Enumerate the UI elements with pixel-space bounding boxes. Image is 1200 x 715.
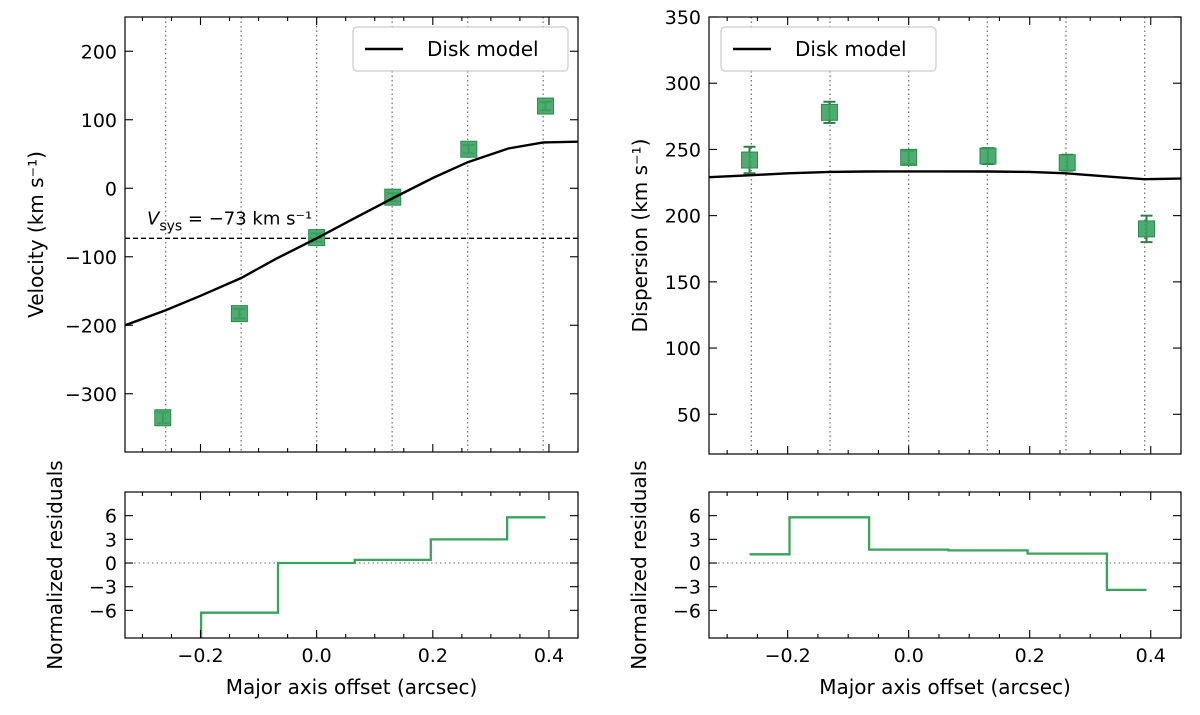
data-point [820, 100, 838, 124]
x-axis-label: Major axis offset (arcsec) [819, 675, 1071, 699]
vsys-label-rest: = −73 km s⁻¹ [182, 208, 312, 229]
x-tick-label: 0.4 [534, 645, 564, 667]
y-tick-label: 50 [677, 404, 701, 426]
y-tick-label: −3 [673, 577, 701, 599]
y-axis-label: Normalized residuals [43, 460, 67, 669]
axes-frame [124, 16, 579, 453]
plot-area [709, 516, 1181, 592]
residual-step [749, 516, 1147, 592]
x-tick-label: 0.0 [894, 645, 924, 667]
y-tick-label: 6 [689, 506, 701, 528]
data-marker [900, 148, 918, 166]
axes-frame [708, 491, 1182, 639]
y-tick-label: 0 [105, 178, 117, 200]
legend: Disk model [720, 26, 937, 72]
data-point [741, 145, 759, 175]
vsys-label: Vsys = −73 km s⁻¹ [147, 208, 312, 234]
x-tick-label: 0.2 [1015, 645, 1045, 667]
data-marker [820, 103, 838, 121]
y-tick-label: −100 [65, 247, 117, 269]
data-point [1138, 214, 1156, 244]
x-tick-label: 0.0 [302, 645, 332, 667]
legend-box [720, 26, 937, 72]
x-tick-label: 0.4 [1136, 645, 1166, 667]
y-tick-label: 150 [665, 272, 701, 294]
y-tick-label: 200 [665, 206, 701, 228]
data-marker [536, 97, 554, 115]
y-tick-label: −300 [65, 384, 117, 406]
model-line [709, 170, 1181, 181]
data-point [230, 305, 248, 323]
data-marker [460, 140, 478, 158]
data-marker [154, 409, 172, 427]
y-tick-label: 0 [689, 553, 701, 575]
panel-velocity: Vsys = −73 km s⁻¹ −300 −200 −100 0 100 200 Velo… [24, 16, 579, 453]
y-tick-label: −6 [89, 600, 117, 622]
data-marker [1058, 154, 1076, 172]
legend-box [352, 26, 569, 72]
data-point [900, 148, 918, 166]
y-tick-label: 6 [105, 506, 117, 528]
y-tick-label: 3 [105, 529, 117, 551]
y-tick-label: 200 [81, 41, 117, 63]
vsys-label-main: V [147, 208, 161, 229]
x-tick-label: −0.2 [765, 645, 811, 667]
legend-label: Disk model [795, 37, 907, 61]
data-marker [979, 147, 997, 165]
y-tick-label: 3 [689, 529, 701, 551]
x-tick-label: −0.2 [177, 645, 223, 667]
y-tick-label: 250 [665, 139, 701, 161]
y-tick-label: −6 [673, 600, 701, 622]
data-point [308, 229, 326, 247]
vsys-label-sub: sys [159, 218, 182, 234]
panel-dispersion: 50 100 150 200 250 300 350 Dispersion (km s⁻¹) D… [628, 7, 1182, 455]
y-tick-label: 300 [665, 73, 701, 95]
plot-area [709, 17, 1181, 454]
residual-step [199, 516, 546, 638]
plot-area [125, 516, 578, 638]
data-point [536, 97, 554, 115]
axes-frame [708, 16, 1182, 455]
model-line [125, 140, 578, 327]
y-tick-label: 350 [665, 7, 701, 29]
data-point [1058, 153, 1076, 172]
legend: Disk model [352, 26, 569, 72]
y-tick-label: 0 [105, 553, 117, 575]
axes-frame [124, 491, 579, 639]
y-tick-label: −3 [89, 577, 117, 599]
x-axis-label: Major axis offset (arcsec) [226, 675, 478, 699]
data-point [460, 140, 478, 158]
y-axis-label: Dispersion (km s⁻¹) [628, 139, 652, 333]
y-tick-label: 100 [665, 338, 701, 360]
data-point [979, 147, 997, 165]
y-tick-label: −200 [65, 315, 117, 337]
y-axis-label: Normalized residuals [627, 460, 651, 669]
y-tick-label: 100 [81, 110, 117, 132]
data-marker [1138, 220, 1156, 238]
data-marker [230, 305, 248, 323]
data-point [154, 409, 172, 427]
x-tick-label: 0.2 [418, 645, 448, 667]
data-marker [741, 151, 759, 169]
plot-area [125, 17, 578, 452]
legend-label: Disk model [427, 37, 539, 61]
y-axis-label: Velocity (km s⁻¹) [24, 151, 48, 318]
